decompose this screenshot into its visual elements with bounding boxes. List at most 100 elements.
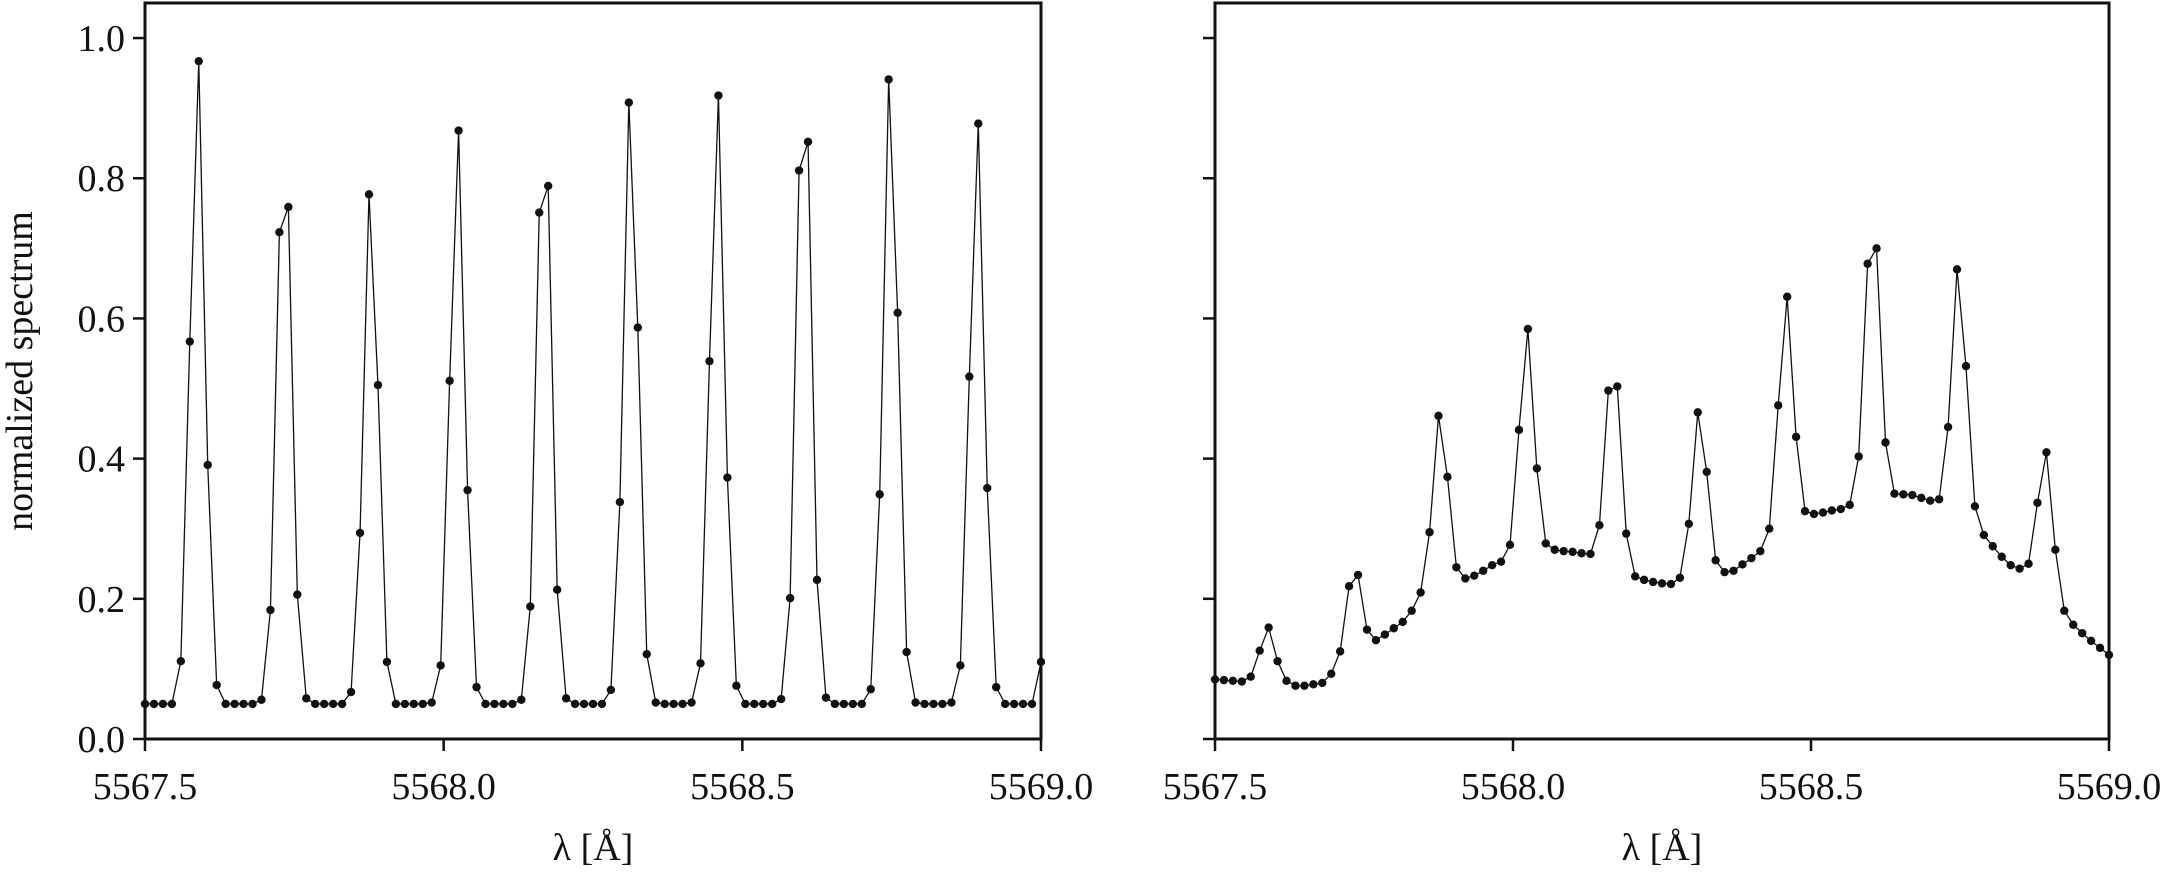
data-point (1550, 545, 1559, 554)
data-point (1273, 656, 1282, 666)
data-point (337, 699, 347, 709)
x-axis-label: λ [Å] (1622, 827, 1703, 869)
data-point (965, 372, 974, 381)
x-tick-label: 5569.0 (989, 766, 1094, 808)
data-point (239, 699, 248, 709)
data-point (1747, 553, 1756, 563)
data-point (1487, 560, 1497, 570)
x-tick-label: 5568.5 (1759, 766, 1864, 808)
data-point (284, 202, 293, 212)
x-tick-label: 5569.0 (2057, 766, 2162, 808)
y-tick-label: 0.0 (78, 719, 126, 761)
data-point (221, 699, 230, 709)
data-point (893, 308, 902, 318)
data-point (776, 694, 786, 704)
data-point (812, 575, 822, 585)
spectrum-line (145, 61, 1042, 705)
data-point (1657, 579, 1667, 588)
data-point (1309, 680, 1318, 689)
data-point (1648, 577, 1658, 587)
data-point (1639, 575, 1649, 585)
data-point (409, 699, 418, 709)
data-point (400, 699, 410, 709)
data-point (1702, 467, 1711, 477)
data-point (624, 98, 634, 107)
data-point (2015, 564, 2024, 573)
data-point (1434, 411, 1443, 421)
data-point (983, 483, 992, 493)
data-point (1952, 265, 1962, 274)
data-point (1532, 464, 1542, 473)
data-point (230, 699, 239, 709)
data-point (1774, 401, 1783, 410)
data-point (579, 699, 589, 709)
axes-frame (1213, 1, 2111, 741)
data-point (1988, 542, 1997, 551)
data-point (463, 485, 472, 495)
data-point (1380, 630, 1390, 639)
y-tick-label: 0.6 (78, 298, 126, 340)
data-point (1353, 570, 1363, 580)
data-point (544, 181, 553, 191)
data-point (552, 585, 562, 594)
data-point (158, 699, 168, 709)
data-point (1684, 519, 1694, 529)
data-point (1264, 623, 1273, 632)
data-point (508, 699, 517, 709)
data-point (696, 659, 705, 668)
data-point (373, 380, 383, 390)
y-axis-label: normalized spectrum (0, 211, 41, 531)
data-point (732, 681, 741, 690)
data-point (2042, 448, 2051, 457)
data-point (499, 699, 508, 709)
data-point (2051, 545, 2060, 554)
data-point (1997, 552, 2006, 561)
data-point (974, 119, 983, 128)
data-point (1219, 675, 1229, 685)
data-point (768, 699, 777, 709)
data-point (1425, 528, 1434, 537)
data-point (1890, 489, 1899, 498)
data-point (2024, 559, 2033, 568)
data-point (1416, 588, 1425, 597)
data-point (794, 166, 804, 175)
data-point (2069, 620, 2078, 629)
data-point (1371, 635, 1381, 645)
data-point (1738, 560, 1747, 569)
data-point (1845, 500, 1854, 510)
data-point (2095, 643, 2105, 653)
x-tick-label: 5568.5 (690, 766, 795, 808)
data-point (346, 687, 356, 697)
x-tick-label: 5568.0 (1461, 766, 1566, 808)
data-point (723, 473, 732, 482)
data-point (866, 685, 875, 694)
data-point (642, 649, 651, 659)
data-point (364, 190, 374, 199)
data-point (1327, 669, 1336, 679)
data-point (1756, 546, 1765, 556)
data-point (1407, 606, 1416, 615)
data-point (1809, 509, 1819, 519)
data-point (929, 699, 938, 709)
data-point (1917, 493, 1926, 503)
data-point (2033, 498, 2042, 507)
data-point (176, 656, 186, 666)
data-point (1872, 244, 1881, 253)
data-point (1765, 524, 1774, 533)
data-point (391, 699, 401, 709)
y-tick-label: 1.0 (78, 18, 126, 60)
data-point (355, 528, 365, 538)
data-point (947, 698, 956, 707)
data-point (633, 323, 642, 332)
data-point (194, 56, 203, 66)
data-point (257, 695, 266, 704)
data-point (1791, 432, 1801, 442)
data-point (418, 699, 427, 709)
data-point (992, 682, 1001, 692)
data-point (678, 699, 687, 709)
data-point (848, 699, 858, 709)
data-point (1666, 579, 1676, 589)
data-point (1559, 546, 1568, 556)
data-point (445, 376, 454, 386)
data-point (1541, 539, 1550, 548)
